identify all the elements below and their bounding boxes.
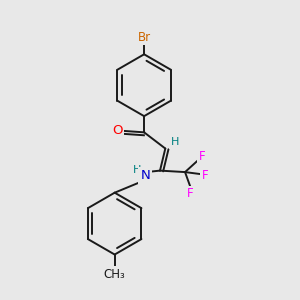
Text: F: F [202, 169, 208, 182]
Text: F: F [187, 188, 194, 200]
Text: H: H [170, 137, 179, 147]
Text: CH₃: CH₃ [104, 268, 125, 281]
Text: Br: Br [137, 31, 151, 44]
Text: H: H [133, 165, 142, 175]
Text: O: O [112, 124, 122, 137]
Text: N: N [140, 169, 150, 182]
Text: F: F [199, 150, 206, 163]
